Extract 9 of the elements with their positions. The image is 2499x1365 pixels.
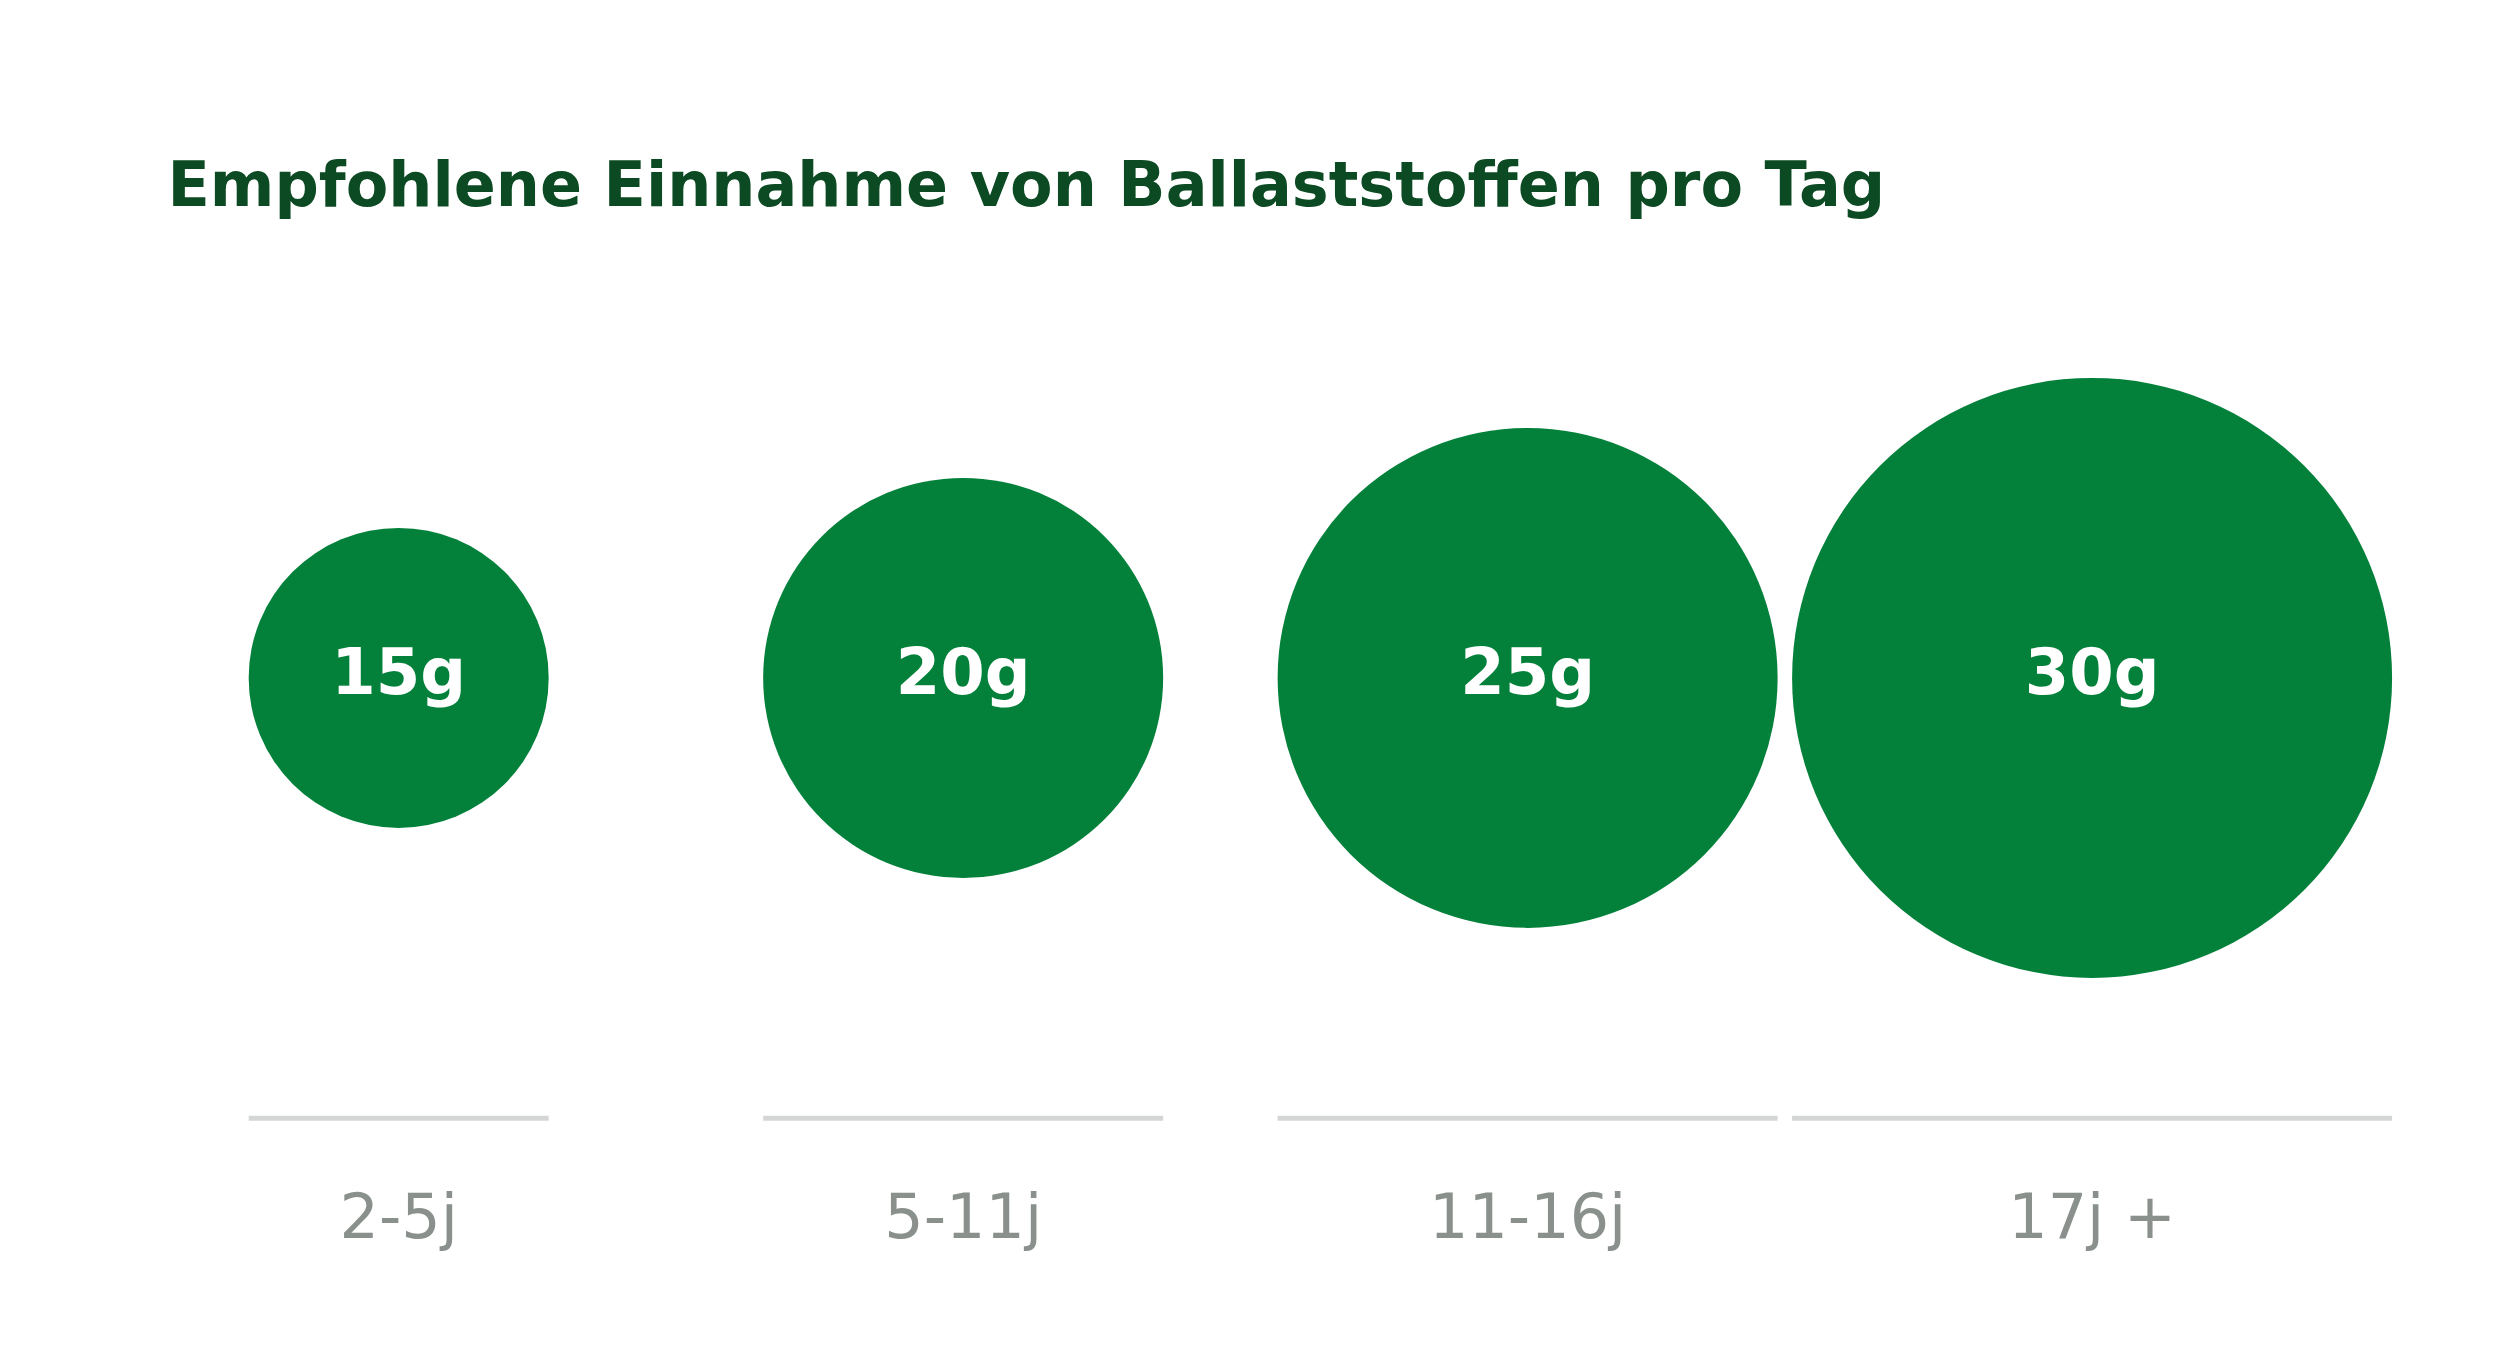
category-label: 5-11j [884,1180,1043,1253]
data-label: 20g [895,634,1031,709]
category-label: 11-16j [1428,1180,1627,1253]
text: Empfohlene Einnahme von Ballaststoffen pro Tag [167,147,1886,221]
category-label: 2-5j [339,1180,458,1253]
data-label: 25g [1460,634,1596,709]
category-label: 17j + [2008,1180,2176,1253]
data-label: 15g [331,634,467,709]
data-label: 30g [2024,634,2160,709]
